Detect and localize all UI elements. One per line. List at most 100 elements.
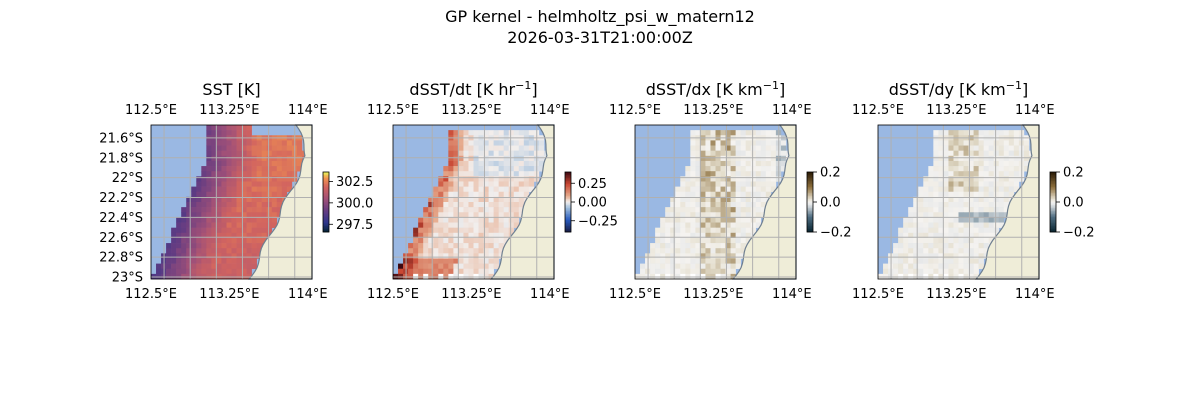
- colorbar-segment: [807, 181, 813, 183]
- heatmap-cell: [246, 155, 252, 162]
- heatmap-cell: [963, 150, 969, 157]
- heatmap-cell: [226, 268, 232, 275]
- heatmap-cell: [918, 243, 924, 249]
- heatmap-cell: [246, 176, 252, 182]
- heatmap-cell: [928, 171, 934, 177]
- heatmap-cell: [211, 171, 217, 177]
- heatmap-cell: [988, 227, 995, 234]
- heatmap-cell: [893, 263, 899, 270]
- heatmap-cell: [216, 166, 222, 172]
- heatmap-cell: [908, 237, 914, 244]
- heatmap-cell: [231, 155, 237, 162]
- heatmap-cell: [700, 140, 706, 146]
- heatmap-cell: [271, 181, 278, 187]
- heatmap-cell: [206, 191, 212, 198]
- heatmap-cell: [271, 155, 278, 162]
- heatmap-cell: [938, 186, 944, 193]
- heatmap-cell: [933, 222, 939, 228]
- heatmap-cell: [933, 263, 939, 270]
- heatmap-cell: [171, 232, 177, 239]
- heatmap-cell: [241, 248, 247, 254]
- heatmap-cell: [685, 222, 691, 228]
- heatmap-cell: [438, 248, 444, 254]
- heatmap-cell: [908, 243, 914, 249]
- heatmap-cell: [216, 176, 222, 182]
- heatmap-cell: [246, 217, 252, 223]
- heatmap-cell: [765, 191, 772, 198]
- heatmap-cell: [993, 196, 1000, 203]
- heatmap-cell: [998, 202, 1005, 208]
- heatmap-cell: [725, 171, 731, 177]
- heatmap-cell: [433, 202, 439, 208]
- colorbar-segment: [565, 200, 571, 203]
- heatmap-cell: [943, 160, 949, 167]
- heatmap-cell: [755, 202, 762, 208]
- heatmap-cell: [745, 140, 752, 146]
- heatmap-cell: [438, 258, 444, 264]
- heatmap-cell: [715, 202, 721, 208]
- heatmap-cell: [528, 181, 535, 187]
- colorbar-segment: [565, 197, 571, 200]
- heatmap-cell: [705, 243, 711, 249]
- heatmap-cell: [266, 171, 273, 177]
- heatmap-cell: [488, 243, 494, 249]
- heatmap-cell: [765, 140, 772, 146]
- heatmap-cell: [700, 258, 706, 264]
- heatmap-cell: [988, 181, 995, 187]
- heatmap-cell: [938, 166, 944, 172]
- heatmap-cell: [1008, 181, 1015, 187]
- heatmap-cell: [236, 155, 242, 162]
- heatmap-cell: [196, 232, 202, 239]
- heatmap-cell: [468, 186, 474, 193]
- heatmap-cell: [463, 176, 469, 182]
- colorbar: 0.20.0−0.2: [806, 166, 852, 241]
- heatmap-cell: [943, 232, 949, 239]
- heatmap-cell: [211, 263, 217, 270]
- heatmap-cell: [463, 227, 469, 234]
- heatmap-cell: [211, 202, 217, 208]
- heatmap-cell: [770, 150, 777, 157]
- heatmap-cell: [493, 171, 499, 177]
- heatmap-cell: [983, 155, 989, 162]
- heatmap-cell: [720, 171, 726, 177]
- heatmap-cell: [503, 227, 510, 234]
- heatmap-cell: [755, 181, 762, 187]
- heatmap-cell: [468, 227, 474, 234]
- heatmap-cell: [675, 227, 681, 234]
- heatmap-cell: [513, 207, 520, 213]
- heatmap-cell: [186, 263, 192, 270]
- heatmap-cell: [670, 268, 676, 275]
- heatmap-cell: [241, 150, 247, 157]
- heatmap-cell: [953, 222, 959, 228]
- heatmap-cell: [508, 166, 515, 172]
- heatmap-cell: [735, 253, 741, 259]
- heatmap-cell: [468, 191, 474, 198]
- heatmap-cell: [216, 258, 222, 264]
- heatmap-cell: [710, 217, 716, 223]
- heatmap-cell: [453, 258, 459, 264]
- heatmap-cell: [963, 145, 969, 151]
- heatmap-cell: [948, 191, 954, 198]
- heatmap-cell: [473, 130, 479, 136]
- heatmap-cell: [988, 140, 995, 146]
- colorbar-segment: [1050, 197, 1056, 200]
- heatmap-cell: [458, 243, 464, 249]
- heatmap-cell: [695, 186, 701, 193]
- heatmap-cell: [973, 140, 979, 146]
- heatmap-cell: [438, 243, 444, 249]
- heatmap-cell: [508, 217, 515, 223]
- heatmap-cell: [453, 130, 459, 136]
- heatmap-cell: [261, 191, 268, 198]
- heatmap-cell: [913, 232, 919, 239]
- heatmap-cell: [680, 181, 686, 187]
- heatmap-cell: [478, 176, 484, 182]
- heatmap-cell: [443, 212, 449, 218]
- colorbar-segment: [565, 218, 571, 221]
- heatmap-cell: [685, 171, 691, 177]
- heatmap-cell: [448, 227, 454, 234]
- heatmap-cell: [206, 253, 212, 259]
- heatmap-cell: [650, 263, 656, 270]
- heatmap-cell: [755, 160, 762, 167]
- heatmap-cell: [413, 243, 419, 249]
- heatmap-cell: [443, 227, 449, 234]
